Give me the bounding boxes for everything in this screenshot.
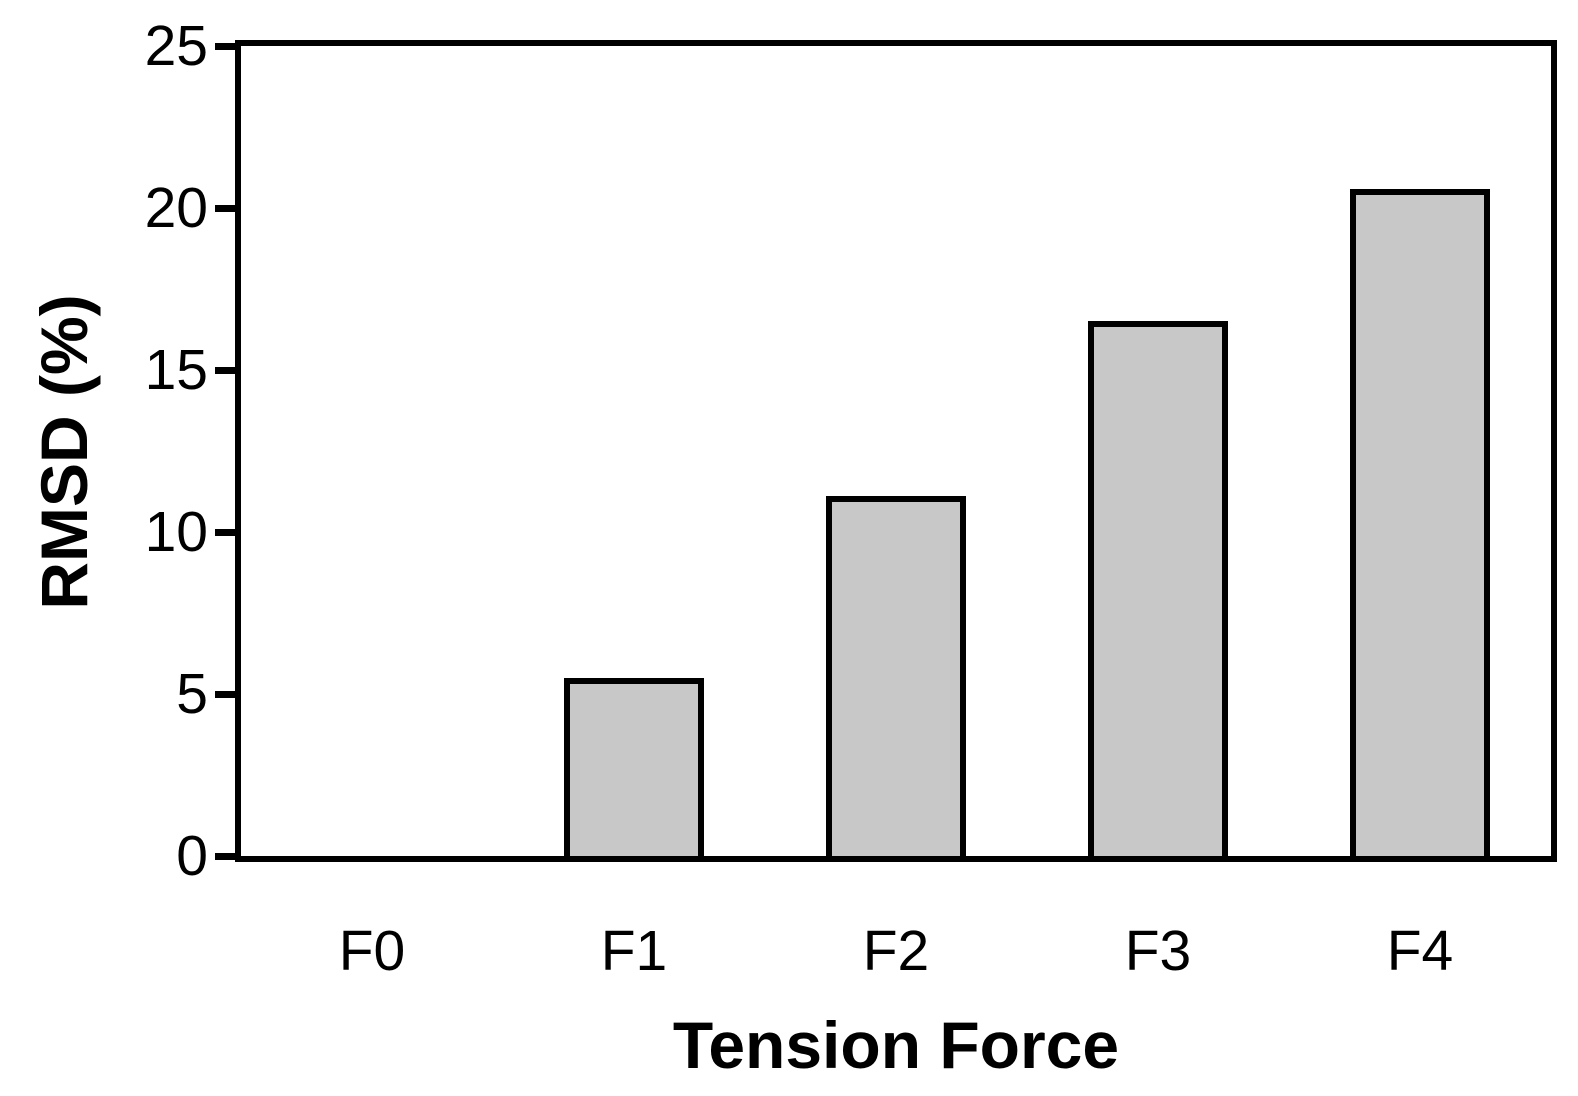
bar-F3 — [1088, 321, 1228, 856]
x-category-label-F0: F0 — [338, 919, 406, 983]
x-axis-title: Tension Force — [672, 1008, 1120, 1082]
bar-F4 — [1350, 189, 1490, 856]
plot-area — [235, 40, 1557, 862]
y-axis-tick-20 — [215, 205, 241, 212]
y-axis-tick-5 — [215, 691, 241, 698]
x-category-label-F2: F2 — [862, 919, 930, 983]
y-axis-tick-25 — [215, 43, 241, 50]
bar-F1 — [564, 678, 704, 856]
y-axis-tick-0 — [215, 853, 241, 860]
y-tick-label-0: 0 — [176, 824, 208, 888]
x-category-label-F1: F1 — [600, 919, 668, 983]
x-category-label-F3: F3 — [1124, 919, 1192, 983]
y-tick-label-5: 5 — [176, 662, 208, 726]
y-axis-tick-15 — [215, 367, 241, 374]
x-category-label-F4: F4 — [1386, 919, 1454, 983]
bar-F2 — [826, 496, 966, 856]
y-axis-tick-10 — [215, 529, 241, 536]
y-tick-label-15: 15 — [144, 338, 208, 402]
y-tick-label-20: 20 — [144, 176, 208, 240]
y-tick-label-25: 25 — [144, 14, 208, 78]
y-tick-label-10: 10 — [144, 500, 208, 564]
